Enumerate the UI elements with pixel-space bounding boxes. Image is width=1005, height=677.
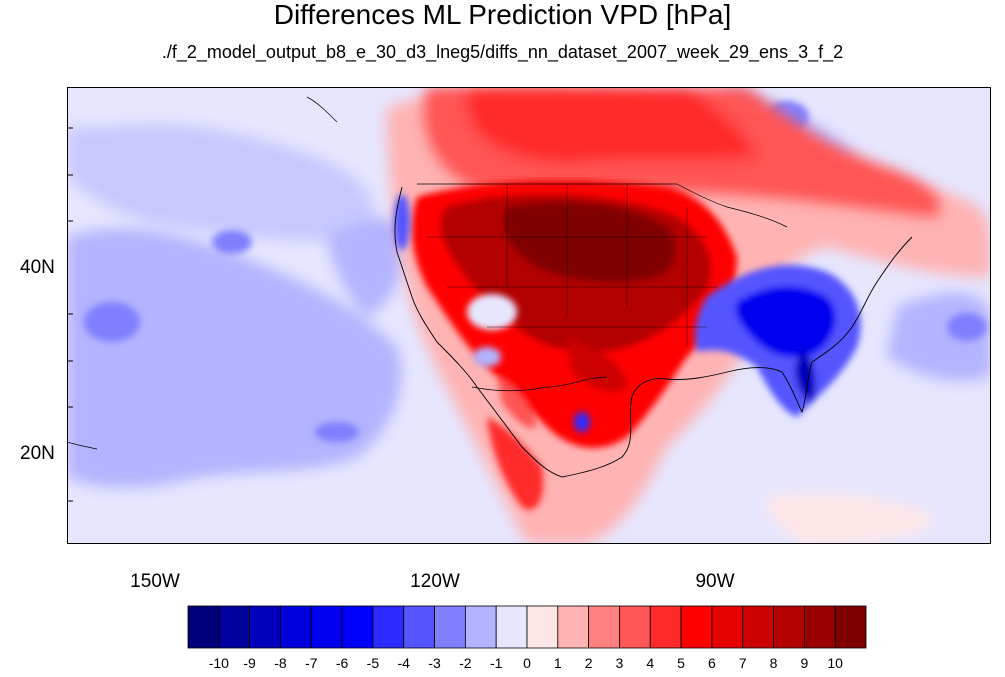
lat-label-40n: 40N — [20, 257, 55, 278]
colorbar-tick-label: 1 — [553, 655, 562, 671]
coastlines-and-borders — [67, 96, 913, 478]
map-title: Differences ML Prediction VPD [hPa] — [273, 0, 732, 30]
colorbar-swatch — [249, 605, 281, 649]
colorbar-swatch — [495, 605, 528, 649]
colorbar-swatch — [711, 605, 744, 649]
colorbar-swatch — [403, 605, 435, 649]
colorbar-swatch — [372, 605, 405, 649]
west-coast-negative-anomaly — [394, 194, 590, 432]
colorbar-tick-label: 7 — [738, 655, 747, 671]
colorbar-tick-label: 0 — [523, 655, 531, 671]
colorbar-tick-label: -7 — [305, 655, 318, 671]
colorbar-tick-label: -4 — [397, 655, 410, 671]
colorbar-swatch — [588, 605, 620, 649]
colorbar-tick-label: -2 — [459, 655, 472, 671]
colorbar-swatch — [341, 605, 374, 649]
map-panel — [67, 87, 991, 544]
colorbar-swatch — [773, 605, 805, 649]
colorbar-swatch — [619, 605, 651, 649]
colorbar-tick-label: -1 — [489, 655, 503, 671]
lat-label-20n: 20N — [20, 443, 55, 464]
colorbar-swatch — [680, 605, 713, 649]
colorbar-tick-label: 6 — [708, 655, 716, 671]
lon-label-150w: 150W — [130, 571, 180, 592]
colorbar-tick-label: -9 — [243, 655, 256, 671]
colorbar-swatch — [280, 605, 312, 649]
colorbar-swatch — [834, 605, 867, 649]
colorbar-swatch — [310, 605, 343, 649]
vpd-difference-field — [67, 87, 991, 544]
colorbar-tick-label: 8 — [769, 655, 778, 671]
colorbar-swatch — [803, 605, 836, 649]
colorbar-tick-label: -8 — [274, 655, 287, 671]
colorbar-tick-label: 9 — [800, 655, 809, 671]
southeast-negative-anomaly — [695, 265, 861, 417]
map-frame — [67, 87, 991, 544]
colorbar-swatch — [434, 605, 466, 649]
colorbar-swatch — [187, 605, 220, 649]
colorbar-tick-label: -6 — [335, 655, 349, 671]
colorbar-swatch — [464, 605, 497, 649]
colorbar-tick-label: 5 — [677, 655, 685, 671]
colorbar-tick-label: 4 — [646, 655, 655, 671]
colorbar-swatch — [557, 605, 590, 649]
colorbar-tick-label: -5 — [366, 655, 380, 671]
lon-label-120w: 120W — [410, 571, 460, 592]
colorbar-tick-label: -10 — [208, 655, 229, 671]
map-subtitle: ./f_2_model_output_b8_e_30_d3_lneg5/diff… — [161, 42, 844, 62]
colorbar-swatch — [526, 605, 559, 649]
map-ticks — [67, 127, 73, 502]
colorbar-tick-label: 2 — [584, 655, 593, 671]
colorbar-tick-label: 10 — [827, 655, 843, 671]
colorbar-swatch — [218, 605, 251, 649]
colorbar-tick-label: 3 — [615, 655, 624, 671]
colorbar-swatch — [742, 605, 774, 649]
lon-label-90w: 90W — [695, 571, 735, 592]
colorbar-tick-label: -3 — [428, 655, 441, 671]
colorbar-swatch — [649, 605, 682, 649]
